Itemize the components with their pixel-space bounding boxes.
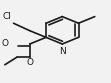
Text: O: O <box>1 40 8 48</box>
Text: N: N <box>59 47 66 56</box>
Text: Cl: Cl <box>2 12 11 21</box>
Text: O: O <box>26 58 33 67</box>
